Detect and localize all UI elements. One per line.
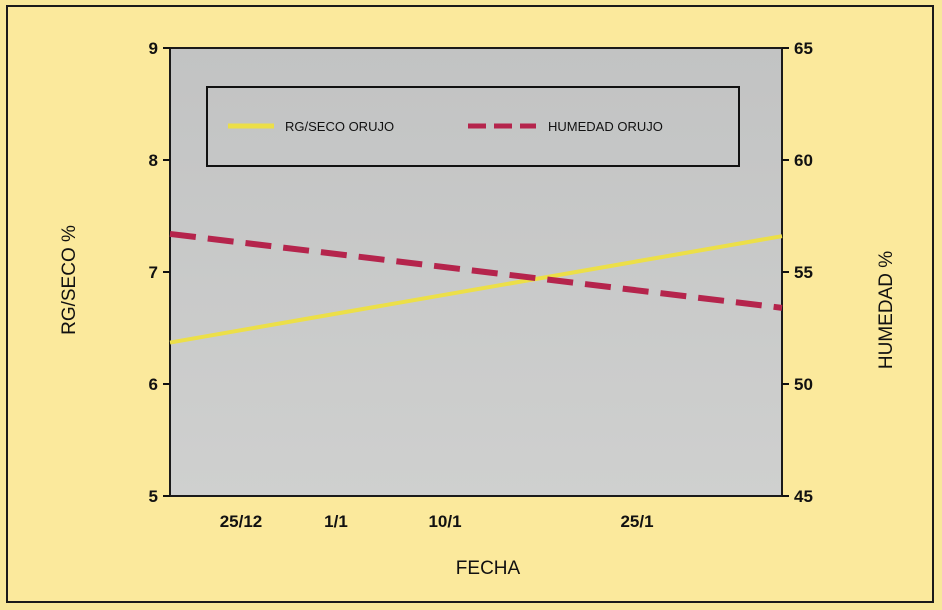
series-line-humedad-orujo [169,230,783,311]
y-left-tick-label-3: 8 [149,151,158,170]
y-axis-right-title: HUMEDAD % [876,251,897,369]
legend-label-rg-seco: RG/SECO ORUJO [285,119,394,134]
x-tick-label-0: 25/12 [220,512,263,531]
y-right-tick-label-2: 55 [794,263,813,282]
legend-box [206,86,740,167]
y-left-tick-label-1: 6 [149,375,158,394]
y-right-tick-label-3: 60 [794,151,813,170]
x-tick-label-2: 10/1 [428,512,461,531]
legend-label-humedad: HUMEDAD ORUJO [548,119,663,134]
y-right-tick-label-1: 50 [794,375,813,394]
y-right-tick-label-4: 65 [794,39,813,58]
y-axis-left-title: RG/SECO % [59,225,80,335]
series-line-rg-seco-orujo [169,234,783,345]
x-axis-title: FECHA [456,558,521,579]
y-left-tick-label-0: 5 [149,487,158,506]
y-left-tick-label-4: 9 [149,39,158,58]
y-right-tick-label-0: 45 [794,487,813,506]
y-left-tick-label-2: 7 [149,263,158,282]
x-tick-label-1: 1/1 [324,512,348,531]
x-tick-label-3: 25/1 [620,512,653,531]
